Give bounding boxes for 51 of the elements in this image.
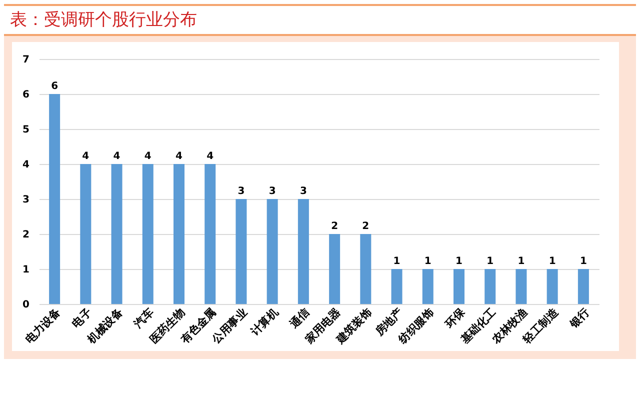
- data-label: 4: [144, 151, 152, 162]
- y-tick-label: 2: [22, 230, 30, 240]
- bar: [174, 164, 184, 304]
- data-label: 4: [206, 151, 214, 162]
- data-label: 1: [518, 256, 525, 267]
- x-tick-label: 环保: [442, 305, 468, 332]
- bar: [516, 269, 527, 304]
- data-label: 3: [300, 186, 307, 197]
- data-label: 1: [456, 256, 463, 267]
- x-tick-label: 汽车: [130, 306, 156, 332]
- data-label: 1: [548, 256, 556, 267]
- bar: [142, 164, 154, 304]
- bar: [329, 234, 340, 304]
- bar: [391, 269, 402, 304]
- y-tick-label: 4: [22, 160, 30, 170]
- bar: [484, 269, 496, 304]
- bar: [546, 269, 558, 304]
- data-label: 1: [393, 256, 400, 267]
- data-label: 4: [176, 151, 183, 162]
- bar: [454, 269, 464, 304]
- bar: [298, 199, 309, 304]
- chart-title: 表：受调研个股行业分布: [4, 4, 636, 36]
- data-label: 2: [362, 221, 370, 232]
- x-tick-label: 银行: [566, 306, 592, 332]
- bar: [422, 269, 434, 304]
- bar: [266, 199, 278, 304]
- y-tick-label: 3: [22, 194, 30, 206]
- data-label: 4: [82, 151, 90, 162]
- x-tick-label: 计算机: [248, 306, 281, 340]
- bar: [236, 199, 247, 304]
- y-tick-label: 0: [22, 300, 30, 310]
- data-label: 1: [424, 256, 432, 267]
- bar: [204, 164, 216, 304]
- bar: [578, 269, 589, 304]
- data-label: 1: [486, 256, 494, 267]
- y-tick-label: 7: [22, 54, 30, 66]
- x-tick-label: 电子: [69, 306, 94, 331]
- y-tick-label: 5: [22, 124, 30, 136]
- data-label: 6: [51, 81, 58, 92]
- bar: [111, 164, 122, 304]
- bar: [49, 94, 60, 304]
- y-tick-label: 6: [22, 90, 30, 100]
- data-label: 4: [113, 151, 120, 162]
- data-label: 3: [268, 186, 276, 197]
- x-tick-label: 通信: [286, 306, 312, 332]
- y-tick-label: 1: [22, 264, 30, 276]
- data-label: 1: [580, 256, 587, 267]
- bar: [360, 234, 372, 304]
- bar: [80, 164, 92, 304]
- data-label: 3: [238, 186, 245, 197]
- data-label: 2: [331, 221, 338, 232]
